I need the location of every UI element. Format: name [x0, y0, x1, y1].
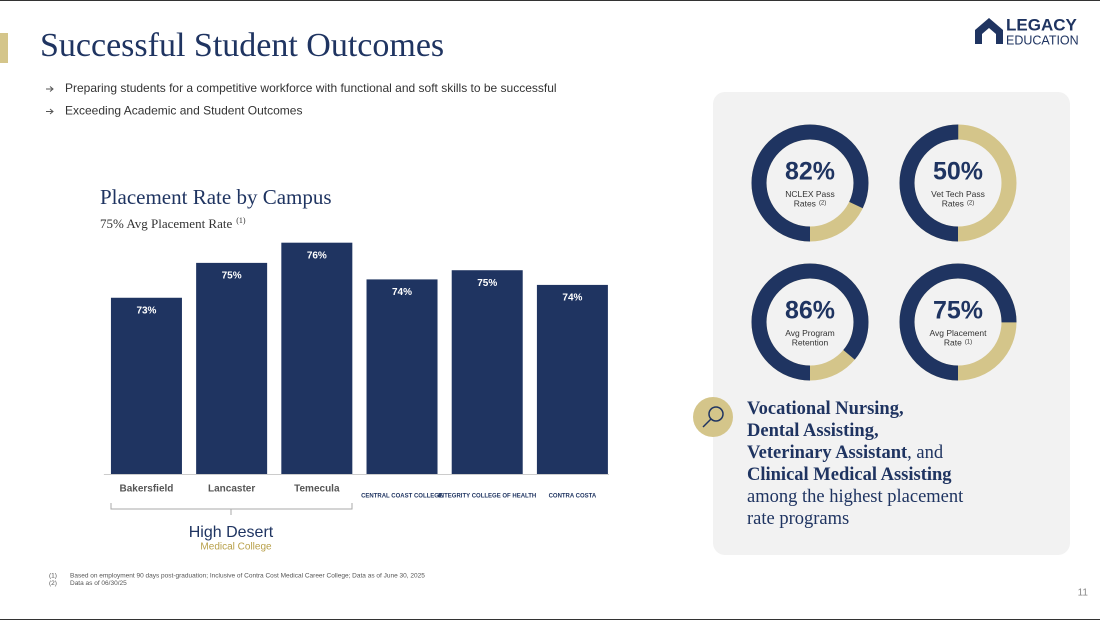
donut-label-text: NCLEX Pass	[785, 189, 835, 199]
callout-line: Vocational Nursing,	[747, 399, 904, 419]
donut-note: (2)	[967, 200, 974, 206]
page-number: 11	[1078, 588, 1089, 599]
subtitle-text: 75% Avg Placement Rate	[100, 216, 232, 231]
donut-label-text: Vet Tech Pass	[931, 189, 985, 199]
donut-value: 75%	[933, 297, 983, 325]
donut-arc	[899, 124, 1017, 242]
callout-line: among the highest placement	[747, 487, 964, 507]
bullet-arrow	[46, 86, 54, 92]
value-label: 75%	[477, 278, 497, 289]
callout-span: Vocational Nursing,	[747, 399, 904, 419]
donut-label: Avg Program	[785, 328, 834, 338]
donut-label: Vet Tech Pass	[931, 189, 985, 199]
accent-bar	[0, 33, 8, 63]
donut-label-text: Rates	[794, 199, 816, 209]
footnote-text: Data as of 06/30/25	[70, 580, 127, 587]
search-icon-handle	[702, 418, 712, 428]
callout-span: Clinical Medical Assisting	[747, 465, 952, 485]
footnote-marker: (1)	[49, 573, 57, 580]
value-label: 75%	[222, 271, 242, 282]
callout-line: rate programs	[747, 509, 849, 529]
value-label: 76%	[307, 250, 327, 261]
chart-title: Placement Rate by Campus	[100, 185, 332, 209]
bar	[451, 270, 523, 474]
callout-span: rate programs	[747, 509, 849, 529]
donut-label: Retention	[792, 338, 829, 348]
group-logo-line1: High Desert	[189, 524, 274, 541]
x-tick-label: Bakersfield	[119, 484, 173, 495]
donut-label: Rates (2)	[942, 199, 975, 209]
bullet-text: Preparing students for a competitive wor…	[65, 81, 557, 95]
donut-label-text: Avg Program	[785, 328, 834, 338]
callout-span: Veterinary Assistant	[747, 443, 908, 463]
callout-span: among the highest placement	[747, 487, 964, 507]
bullet-arrow	[46, 108, 54, 115]
slide-title: Successful Student Outcomes	[40, 27, 444, 64]
logo-line1: LEGACY	[1006, 15, 1078, 34]
donut-label-text: Retention	[792, 338, 829, 348]
callout-span: , and	[907, 443, 944, 463]
bullet-text: Exceeding Academic and Student Outcomes	[65, 104, 302, 118]
group-logo-line2: Medical College	[200, 542, 272, 553]
value-label: 73%	[136, 305, 156, 316]
donut-value: 50%	[933, 158, 983, 186]
donut-label-text: Rates	[942, 199, 964, 209]
donut-value: 86%	[785, 297, 835, 325]
donut-note: (1)	[965, 339, 972, 345]
donut-arc	[751, 124, 869, 242]
search-icon-bg	[693, 397, 733, 437]
value-label: 74%	[392, 287, 412, 298]
donut-label: Rates (2)	[794, 199, 827, 209]
logo-icon-inner	[982, 28, 996, 44]
bar	[110, 297, 182, 474]
donut-label: Rate (1)	[944, 338, 972, 348]
donut-note: (2)	[819, 200, 826, 206]
bar	[366, 279, 438, 474]
stats-panel	[713, 92, 1070, 555]
search-icon-lens	[708, 406, 724, 422]
x-tick-label: Temecula	[294, 484, 340, 495]
donut-label: Avg Placement	[929, 328, 987, 338]
callout-span: Dental Assisting,	[747, 421, 879, 441]
donut-label-text: Avg Placement	[929, 328, 987, 338]
donut-arc	[899, 263, 1017, 381]
bar	[196, 262, 268, 474]
footnote-marker: (2)	[49, 580, 57, 587]
campus-logo-text: CENTRAL COAST COLLEGE	[361, 494, 443, 500]
campus-bracket	[110, 503, 353, 515]
callout-line: Veterinary Assistant, and	[747, 443, 944, 463]
donut-value: 82%	[785, 158, 835, 186]
donut-arc	[751, 263, 869, 381]
logo-line2: EDUCATION	[1006, 33, 1079, 47]
x-tick-label: Lancaster	[208, 484, 255, 495]
donut-label: NCLEX Pass	[785, 189, 835, 199]
campus-logo-text: CONTRA COSTA	[549, 494, 597, 500]
bar	[281, 242, 353, 474]
callout-line: Dental Assisting,	[747, 421, 879, 441]
bar	[536, 284, 608, 474]
subtitle-note: (1)	[236, 216, 246, 225]
campus-logo-text: INTEGRITY COLLEGE OF HEALTH	[438, 494, 536, 500]
value-label: 74%	[562, 293, 582, 304]
donut-label-text: Rate	[944, 338, 962, 348]
chart-subtitle: 75% Avg Placement Rate (1)	[100, 216, 246, 231]
footnote-text: Based on employment 90 days post-graduat…	[70, 573, 425, 580]
callout-line: Clinical Medical Assisting	[747, 465, 952, 485]
